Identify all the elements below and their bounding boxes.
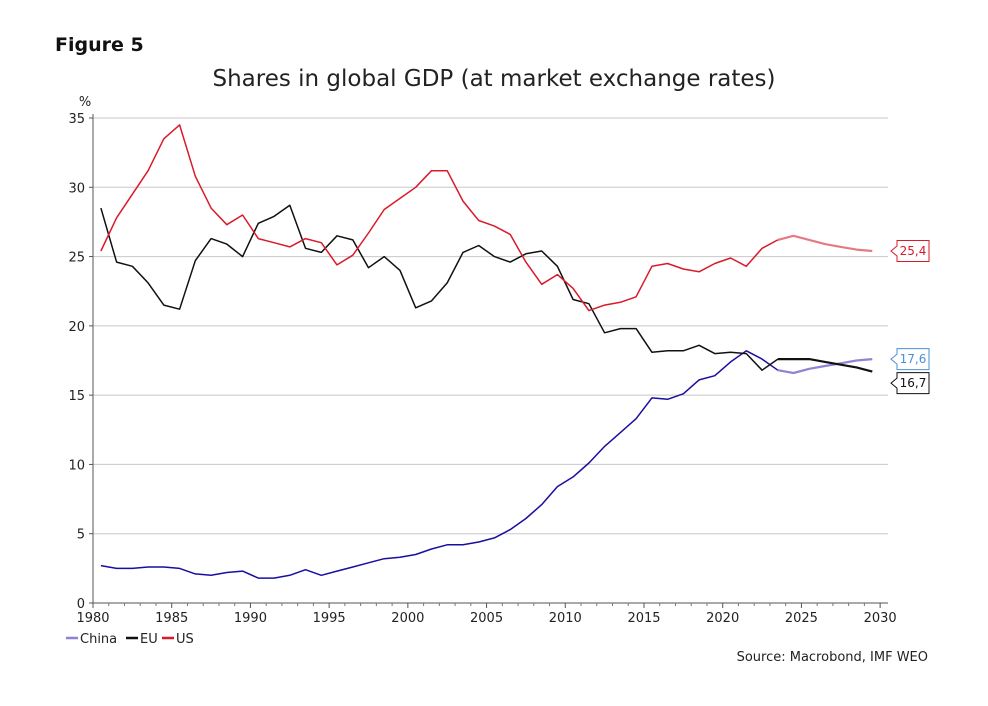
x-tick-label: 2025 [785,611,818,626]
x-tick-label: 1980 [76,611,109,626]
x-tick-label: 1995 [313,611,346,626]
series-forecast-us [777,234,873,253]
callout-value-china: 17,6 [900,352,927,366]
gridlines [93,117,888,535]
legend-label-eu: EU [140,632,158,647]
y-tick-label: 20 [68,320,85,335]
figure-label: Figure 5 [55,34,144,56]
series-line-us [100,124,779,312]
y-tick-label: 15 [68,389,85,404]
x-tick-label: 2000 [391,611,424,626]
y-tick-label: 10 [68,458,85,473]
series-forecast-china [777,358,873,375]
callout-value-us: 25,4 [900,244,927,258]
legend: China EU US [66,632,194,647]
x-tick-label: 2015 [627,611,660,626]
y-tick-label: 30 [68,181,85,196]
series-lines [100,124,873,579]
source-note: Source: Macrobond, IMF WEO [736,650,928,665]
x-tick-label: 2010 [549,611,582,626]
legend-label-us: US [176,632,194,647]
callout-box-us [890,240,930,263]
x-tick-label: 2020 [706,611,739,626]
x-tick-label: 1985 [155,611,188,626]
x-tick-label: 2005 [470,611,503,626]
y-tick-label: 5 [77,528,85,543]
callout-box-china [890,348,930,371]
chart-title: Shares in global GDP (at market exchange… [212,66,776,92]
x-tick-label: 1990 [234,611,267,626]
legend-label-china: China [80,632,117,647]
callout-box-eu [890,372,930,395]
y-tick-label: 35 [68,112,85,127]
x-tick-label: 2030 [864,611,897,626]
y-tick-label: 0 [77,597,85,612]
callout-value-eu: 16,7 [900,376,927,390]
value-callouts: 25,4 17,6 16,7 [890,240,930,395]
y-axis-unit: % [79,95,91,110]
series-forecast-eu [777,358,873,373]
series-line-china [100,350,779,579]
y-tick-label: 25 [68,251,85,266]
series-line-eu [100,204,779,371]
